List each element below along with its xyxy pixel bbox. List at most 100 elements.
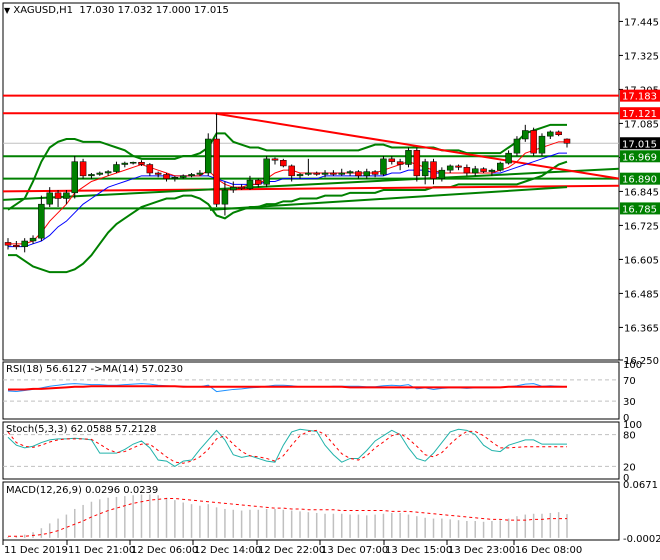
triangle-down-icon[interactable]: ▼ [4, 6, 11, 15]
bull-candle [96, 172, 104, 175]
y-tick-label: 0 [623, 413, 629, 424]
x-tick-label: 11 Dec 2019 [4, 545, 68, 556]
bull-candle [29, 237, 37, 242]
bull-candle [263, 158, 270, 185]
y-tick-label: 16.250 [624, 356, 659, 367]
bear-candle [255, 179, 262, 185]
bull-candle [38, 203, 45, 239]
bear-candle [138, 161, 145, 165]
x-tick-label: 13 Dec 07:00 [321, 545, 388, 556]
y-tick-label: 80 [623, 431, 636, 442]
current-price-label: 17.015 [622, 139, 657, 150]
bear-candle [154, 172, 162, 175]
bull-candle [246, 179, 254, 189]
y-tick-label: 30 [623, 397, 636, 408]
bull-candle [221, 189, 229, 205]
bull-candle [63, 192, 70, 199]
bull-candle [129, 161, 137, 164]
macd-signal-line [8, 498, 568, 537]
bear-candle [54, 192, 62, 199]
y-tick-label: 0.0671 [623, 480, 658, 491]
x-tick-label: 16 Dec 08:00 [515, 545, 582, 556]
bull-candle [179, 175, 187, 178]
bull-candle [230, 186, 237, 191]
bear-candle [330, 172, 337, 175]
bull-candle [321, 172, 329, 175]
bull-candle [104, 171, 112, 174]
price-tag [620, 172, 660, 185]
rsi-label: RSI(18) 56.6127 ->MA(14) 57.0230 [6, 364, 183, 375]
bull-candle [513, 138, 521, 154]
bull-candle [305, 172, 312, 175]
bull-candle [538, 135, 546, 154]
bull-candle [204, 138, 212, 174]
bear-candle [146, 164, 154, 174]
x-tick-label: 12 Dec 06:00 [131, 545, 198, 556]
y-tick-label: 16.605 [624, 255, 659, 266]
rsi-ma-line [8, 385, 567, 391]
bear-candle [271, 158, 279, 161]
chart-header: ▼ XAGUSD,H1 17.030 17.032 17.000 17.015 [4, 5, 229, 16]
bear-candle [371, 171, 379, 175]
bear-candle [530, 130, 537, 154]
y-tick-label: 100 [623, 420, 642, 431]
stoch-label: Stoch(5,3,3) 62.0588 57.2128 [6, 424, 157, 435]
x-tick-label: 12 Dec 14:00 [194, 545, 261, 556]
symbol-label: XAGUSD,H1 [13, 5, 74, 16]
y-tick-label: 16.365 [624, 323, 659, 334]
bear-candle [163, 174, 170, 179]
y-tick-label: 16.485 [624, 289, 659, 300]
bull-candle [113, 164, 120, 172]
bull-candle [438, 169, 446, 179]
bull-candle [188, 174, 195, 177]
price-tag-label: 17.121 [622, 109, 657, 120]
bear-candle [563, 138, 571, 144]
bull-candle [71, 161, 78, 194]
x-tick-label: 12 Dec 22:00 [258, 545, 325, 556]
bear-candle [463, 167, 471, 174]
price-tag-label: 17.183 [622, 92, 657, 103]
current-price-tag [620, 137, 660, 150]
bollinger-lower [8, 160, 568, 274]
bear-candle [288, 165, 295, 177]
bull-candle [471, 168, 479, 174]
bear-candle [480, 168, 487, 172]
bull-candle [380, 158, 387, 175]
bull-candle [446, 165, 454, 171]
bull-candle [171, 177, 179, 179]
y-tick-label: 17.085 [624, 119, 659, 130]
y-tick-label: 17.445 [624, 17, 659, 28]
bull-candle [505, 152, 512, 164]
price-tag [620, 89, 660, 102]
macd-label: MACD(12,26,9) 0.0296 0.0239 [6, 485, 159, 496]
bull-candle [363, 171, 371, 177]
y-tick-label: 16.845 [624, 187, 659, 198]
bull-candle [405, 150, 412, 165]
price-tag-label: 16.890 [622, 175, 657, 186]
y-tick-label: 0 [623, 473, 629, 484]
rising-trendline [209, 186, 568, 211]
y-tick-label: 20 [623, 462, 636, 473]
price-tag-label: 16.969 [622, 152, 657, 163]
x-tick-label: 13 Dec 15:00 [385, 545, 452, 556]
price-tag [620, 150, 660, 163]
bear-candle [79, 161, 87, 177]
y-tick-label: 17.325 [624, 51, 659, 62]
price-tag [620, 107, 660, 120]
bear-candle [280, 160, 287, 167]
bear-candle [430, 161, 437, 179]
stoch-signal-line [7, 429, 567, 464]
ohlc-values: 17.030 17.032 17.000 17.015 [79, 5, 229, 16]
bull-candle [338, 172, 345, 175]
y-tick-label: -0.0002 [623, 534, 660, 545]
bear-candle [238, 186, 245, 189]
bear-candle [213, 138, 220, 205]
bull-candle [88, 174, 95, 177]
bollinger-upper [7, 123, 567, 211]
bear-candle [413, 150, 421, 177]
y-tick-label: 100 [623, 360, 642, 371]
resistance-trendline [214, 112, 620, 180]
bear-candle [355, 171, 362, 177]
bull-candle [421, 161, 429, 177]
